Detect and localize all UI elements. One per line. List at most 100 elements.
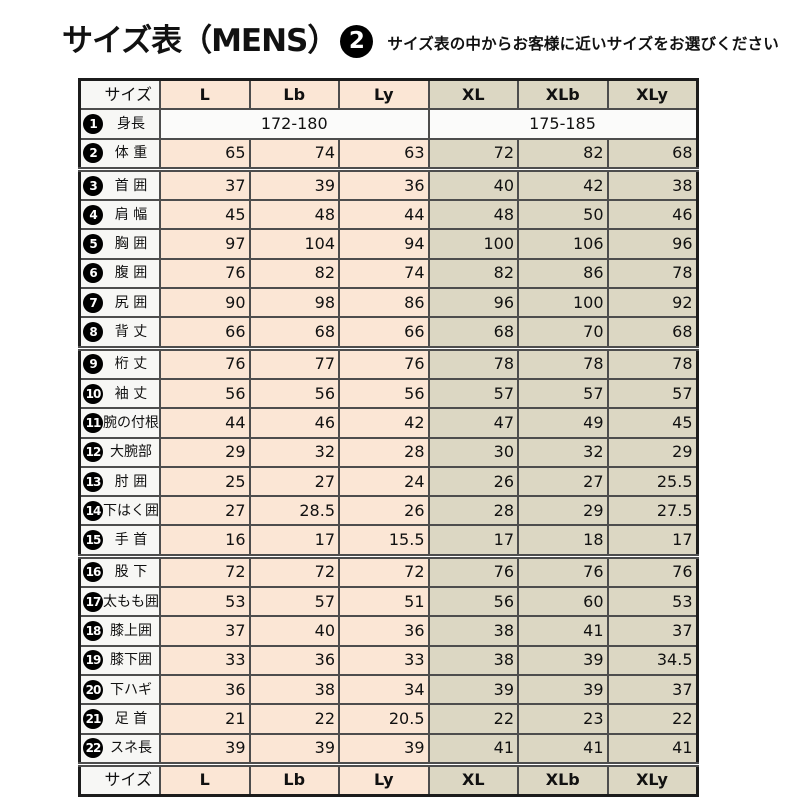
value-cell-Ly: 72	[338, 553, 430, 589]
value-cell-Lb: 28.5	[248, 495, 340, 527]
value-cell-L: 37	[159, 615, 251, 647]
row-number-badge: 10	[83, 383, 103, 404]
header-size-column-Ly: Ly	[338, 78, 430, 111]
row-label-text: 大腕部	[110, 444, 152, 461]
row-label-inner: 16 股 下	[81, 561, 158, 585]
measurement-row-16: 16 股 下 72 72 72 76 76 76	[78, 553, 698, 589]
footer-size-row: サイズ L Lb Ly XL XLb XLy	[78, 761, 698, 797]
measurement-row-17: 17 太もも囲 53 57 51 56 60 53	[78, 586, 698, 618]
row-label-inner: 2 体 重	[81, 141, 158, 167]
value-cell-XL: 72	[427, 137, 519, 171]
value-cell-Lb: 32	[248, 436, 340, 468]
value-cell-Ly: 74	[338, 257, 430, 290]
value-cell-L: 27	[159, 495, 251, 527]
value-cell-XLy: 68	[606, 137, 698, 171]
row-number-badge: 16	[83, 562, 103, 583]
value-cell-L: 39	[159, 732, 251, 766]
footer-corner-size-label: サイズ	[78, 761, 161, 797]
value-cell-XL: 38	[427, 644, 519, 676]
value-cell-Lb: 39	[248, 166, 340, 202]
row-label-inner: 5 胸 囲	[81, 232, 158, 257]
row-label-text: 身長	[117, 115, 145, 132]
row-label-text: 下ハギ	[110, 681, 152, 698]
value-cell-XLb: 41	[517, 615, 609, 647]
value-cell-XLb: 50	[517, 199, 609, 231]
value-cell-Ly: 66	[338, 316, 430, 350]
row-label-inner: 13 肘 囲	[81, 469, 158, 494]
value-cell-XLb: 60	[517, 586, 609, 618]
value-cell-XLy: 53	[606, 586, 698, 618]
value-cell-L: 97	[159, 228, 251, 260]
row-label-cell: 19 膝下囲	[78, 644, 161, 676]
value-cell-L: 36	[159, 673, 251, 706]
value-cell-XL: 38	[427, 615, 519, 647]
value-cell-L: 21	[159, 703, 251, 735]
value-cell-Lb: 27	[248, 465, 340, 498]
header-corner-size-label: サイズ	[78, 78, 161, 111]
value-cell-Lb: 82	[248, 257, 340, 290]
row-label-cell: 3 首 囲	[78, 166, 161, 202]
footer-size-column-XL: XL	[427, 761, 519, 797]
row-label-text: 下はく囲	[103, 502, 159, 519]
row-label-inner: 18 膝上囲	[81, 618, 158, 643]
row-number-badge: 9	[83, 354, 103, 375]
value-cell-XL: 56	[427, 586, 519, 618]
header-size-column-Lb: Lb	[248, 78, 340, 111]
value-cell-XLb: 41	[517, 732, 609, 766]
row-label-text: 袖 丈	[114, 385, 148, 402]
row-label-text: 尻 囲	[114, 294, 148, 311]
value-cell-Ly: 39	[338, 732, 430, 766]
value-cell-L: 65	[159, 137, 251, 171]
header-size-column-XLb: XLb	[517, 78, 609, 111]
value-cell-Lb: 40	[248, 615, 340, 647]
row-label-text: 背 丈	[114, 324, 148, 341]
value-cell-XLb: 27	[517, 465, 609, 498]
row-label-text: 膝上囲	[110, 622, 152, 639]
measurement-row-10: 10 袖 丈 56 56 56 57 57 57	[78, 377, 698, 410]
value-cell-Ly: 36	[338, 166, 430, 202]
row-number-badge: 8	[83, 322, 103, 343]
value-cell-XLy: 41	[606, 732, 698, 766]
value-cell-XLb: 106	[517, 228, 609, 260]
row-label-inner: 14 下はく囲	[81, 498, 159, 523]
row-label-text: スネ長	[110, 740, 152, 757]
row-label-inner: 11 腕の付根	[81, 410, 158, 435]
height-range-xl-group: 175-185	[427, 108, 698, 140]
value-cell-Ly: 26	[338, 495, 430, 527]
row-label-text: 肩 幅	[114, 206, 148, 223]
row-label-inner: 8 背 丈	[81, 319, 158, 345]
measurement-row-11: 11 腕の付根 44 46 42 47 49 45	[78, 407, 698, 439]
value-cell-XL: 57	[427, 377, 519, 410]
measurement-row-15: 15 手 首 16 17 15.5 17 18 17	[78, 524, 698, 558]
value-cell-XLb: 78	[517, 345, 609, 380]
row-number-badge: 7	[83, 292, 103, 313]
value-cell-L: 53	[159, 586, 251, 618]
value-cell-XLy: 46	[606, 199, 698, 231]
value-cell-Lb: 68	[248, 316, 340, 350]
row-number-badge: 6	[83, 263, 103, 284]
value-cell-Ly: 24	[338, 465, 430, 498]
row-label-cell: 7 尻 囲	[78, 287, 161, 319]
row-label-inner: 22 スネ長	[81, 736, 158, 762]
value-cell-XL: 30	[427, 436, 519, 468]
header-size-column-XLy: XLy	[606, 78, 698, 111]
value-cell-XLy: 22	[606, 703, 698, 735]
measurement-row-12: 12 大腕部 29 32 28 30 32 29	[78, 436, 698, 468]
value-cell-XLb: 32	[517, 436, 609, 468]
value-cell-XLy: 96	[606, 228, 698, 260]
value-cell-XLb: 39	[517, 673, 609, 706]
row-label-cell: 2 体 重	[78, 137, 161, 171]
value-cell-Lb: 57	[248, 586, 340, 618]
value-cell-XLb: 42	[517, 166, 609, 202]
row-label-cell: 11 腕の付根	[78, 407, 161, 439]
value-cell-XLb: 82	[517, 137, 609, 171]
measurement-row-19: 19 膝下囲 33 36 33 38 39 34.5	[78, 644, 698, 676]
row-label-text: 足 首	[114, 710, 148, 727]
value-cell-XL: 39	[427, 673, 519, 706]
value-cell-XLy: 57	[606, 377, 698, 410]
value-cell-L: 76	[159, 257, 251, 290]
value-cell-XLy: 38	[606, 166, 698, 202]
row-label-inner: 7 尻 囲	[81, 290, 158, 315]
row-number-badge: 3	[83, 175, 103, 196]
row-label-cell: 5 胸 囲	[78, 228, 161, 260]
